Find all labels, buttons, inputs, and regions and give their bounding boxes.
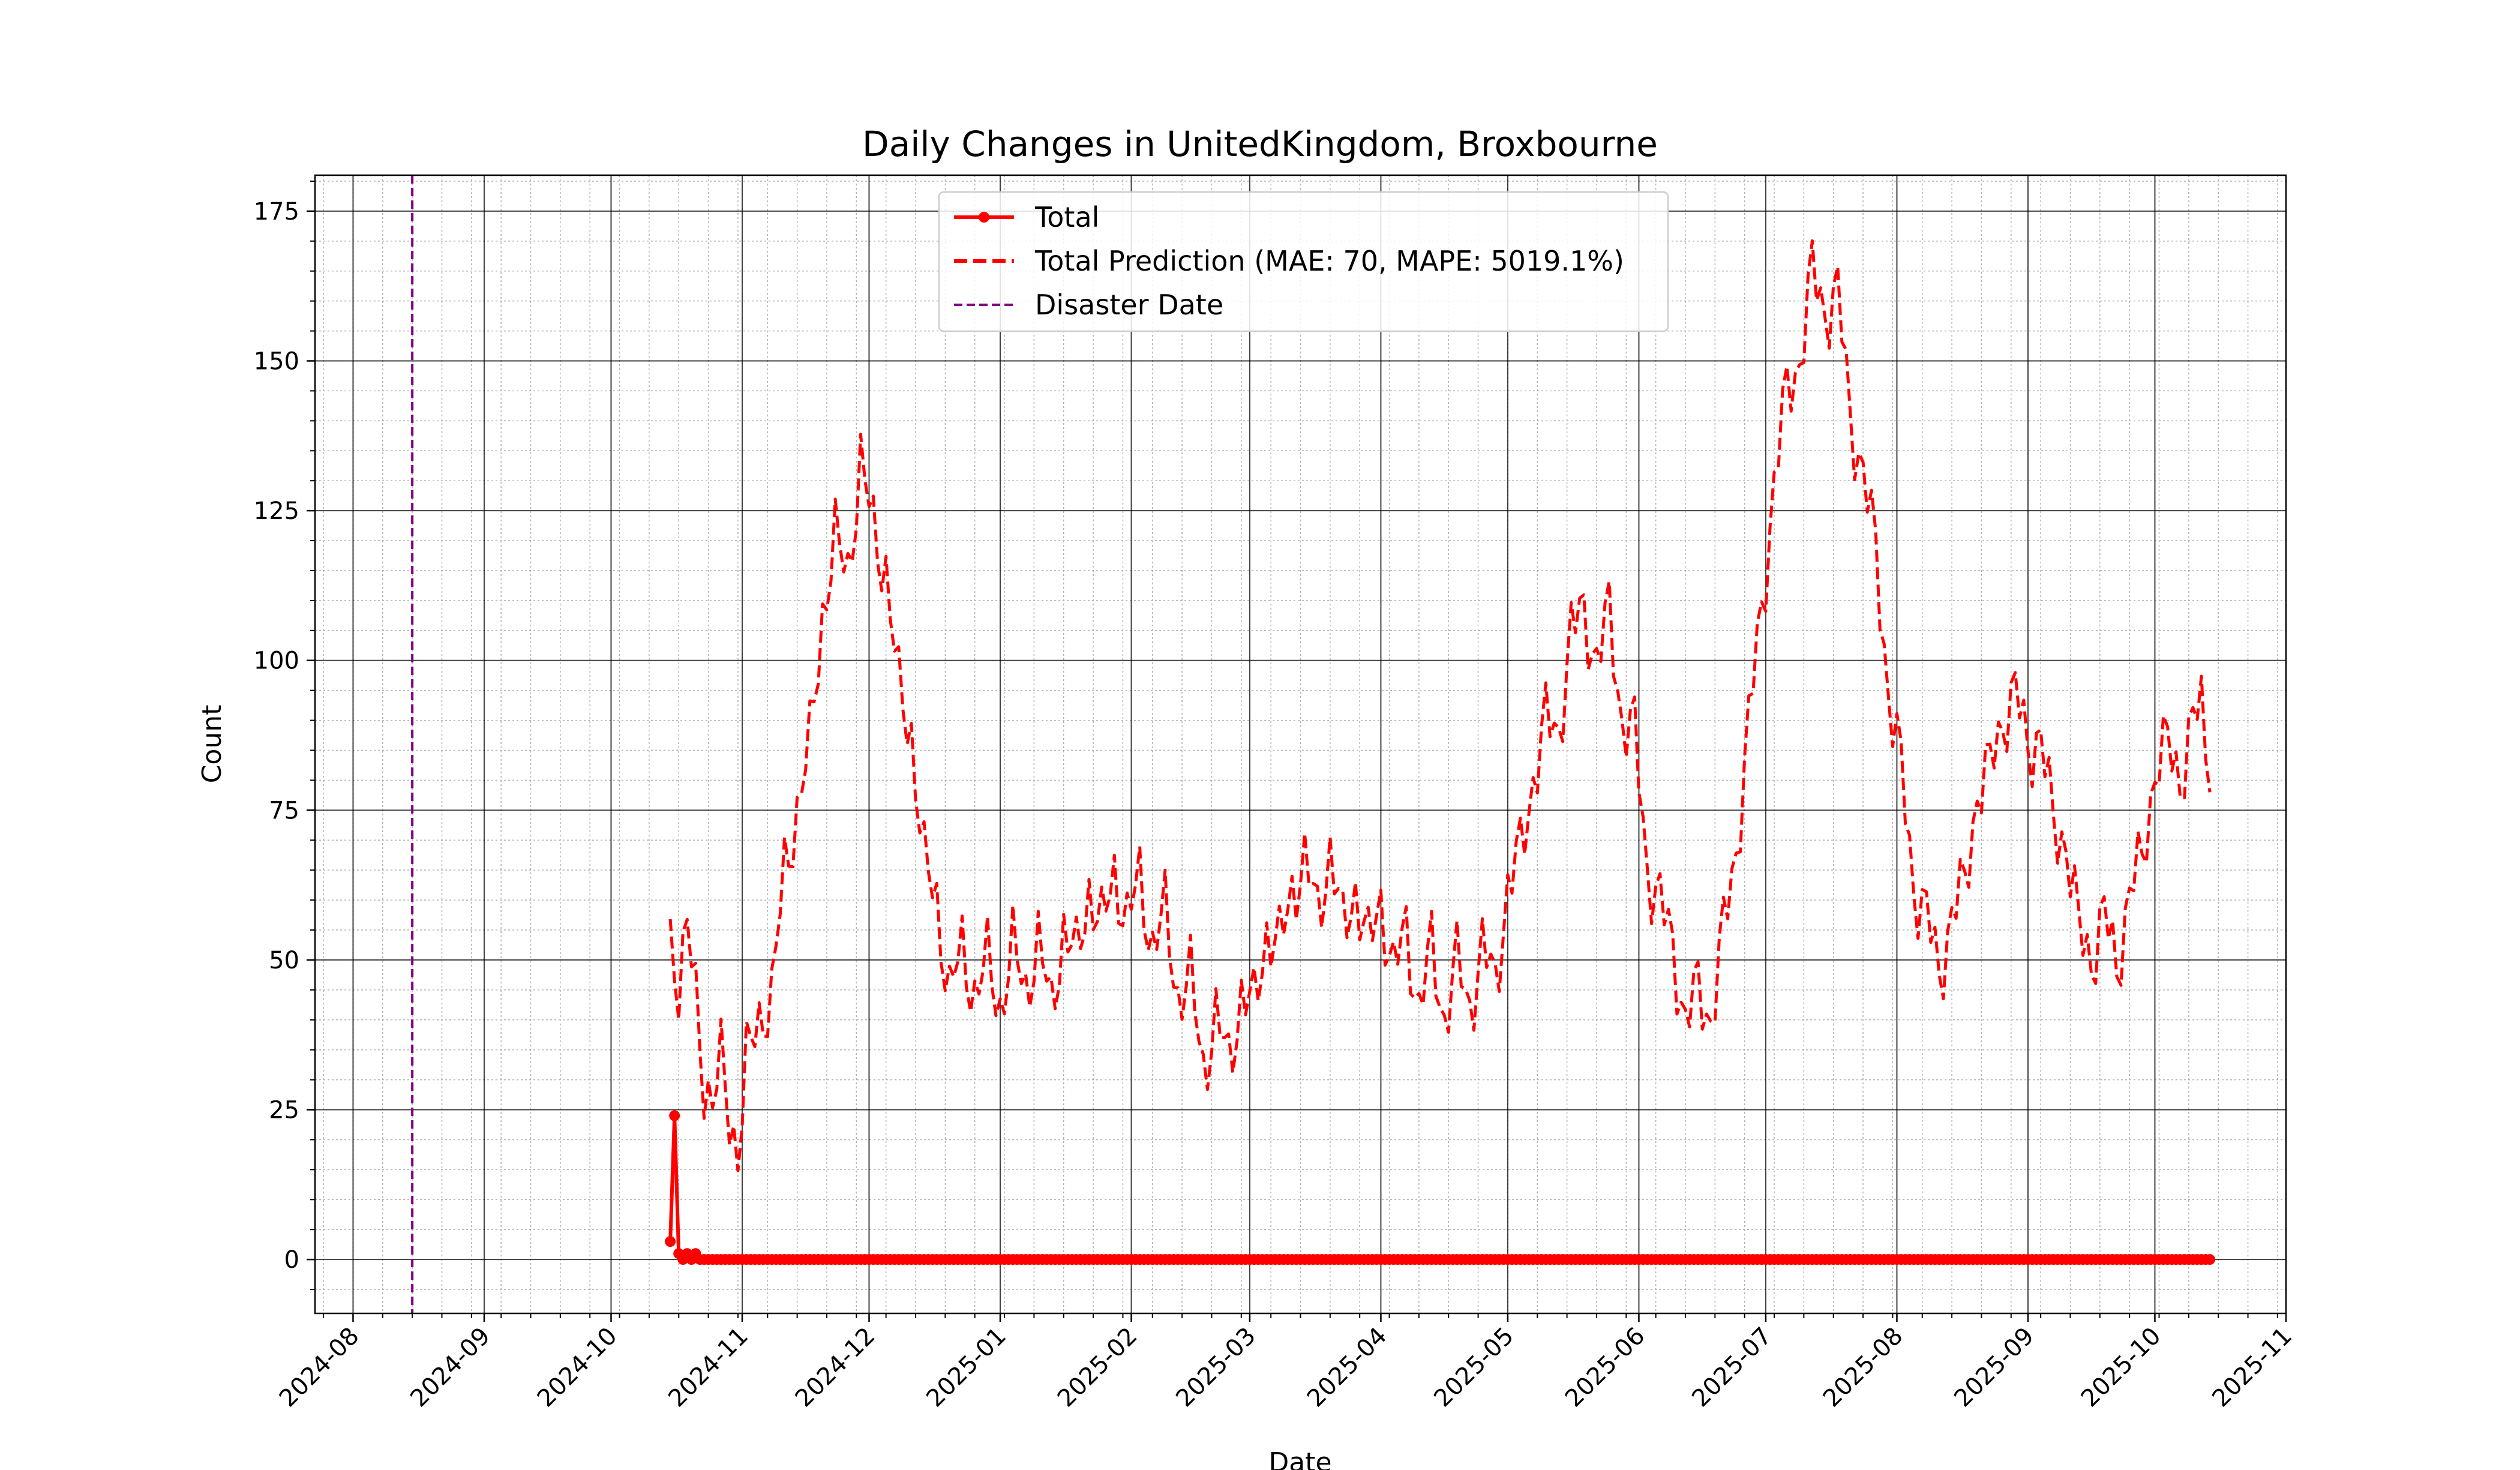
- y-tick-label: 75: [269, 797, 299, 824]
- y-axis-label: Count: [197, 705, 227, 784]
- y-axis: 0 25 50 75 100 125 150 175: [254, 180, 315, 1291]
- legend-total-label: Total: [1034, 201, 1099, 233]
- y-tick-label: 50: [269, 947, 299, 974]
- prediction-series-line: [668, 239, 2212, 1172]
- y-tick-label: 125: [254, 497, 299, 525]
- legend-box: [938, 191, 1669, 332]
- total-series-point: [665, 1236, 676, 1247]
- y-tick-label: 25: [269, 1097, 299, 1124]
- total-series-point: [2204, 1254, 2216, 1265]
- x-axis-label: Date: [1268, 1447, 1331, 1470]
- chart-title: Daily Changes in UnitedKingdom, Broxbour…: [862, 124, 1658, 164]
- series-layer: [665, 239, 2216, 1265]
- legend: Total Total Prediction (MAE: 70, MAPE: 5…: [938, 191, 1669, 332]
- legend-prediction-label: Total Prediction (MAE: 70, MAPE: 5019.1%…: [1034, 245, 1624, 277]
- y-tick-label: 175: [254, 198, 299, 226]
- y-tick-label: 100: [254, 647, 299, 675]
- legend-disaster-label: Disaster Date: [1035, 289, 1223, 321]
- legend-total-marker: [979, 212, 989, 223]
- y-tick-label: 150: [254, 348, 299, 376]
- total-series-point: [669, 1110, 680, 1121]
- minor-grid: [315, 175, 2286, 1313]
- y-tick-label: 0: [284, 1246, 299, 1274]
